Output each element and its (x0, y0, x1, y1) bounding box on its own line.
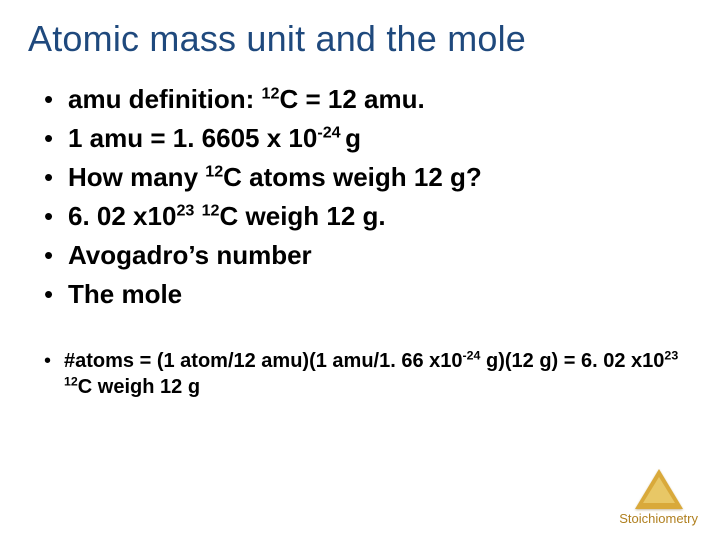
bullet-text: C atoms weigh 12 g? (223, 162, 482, 192)
bullet-text: 6. 02 x10 (68, 201, 176, 231)
superscript: 23 (176, 201, 194, 219)
superscript: -24 (317, 123, 345, 141)
bullet-text: C weigh 12 g. (220, 201, 386, 231)
bullet-text: C weigh 12 g (78, 376, 200, 398)
bullet-text: Avogadro’s number (68, 240, 312, 270)
bullet-text: C = 12 amu. (279, 84, 424, 114)
bullet-text: 1 amu = 1. 6605 x 10 (68, 123, 317, 153)
bullet-text: g (345, 123, 361, 153)
superscript: 12 (64, 374, 78, 388)
slide-title: Atomic mass unit and the mole (28, 18, 692, 60)
bullet-text (194, 201, 201, 231)
bullet-item: The mole (38, 275, 692, 314)
triangle-icon (635, 469, 683, 509)
bullet-text: How many (68, 162, 205, 192)
footer-label: Stoichiometry (619, 511, 698, 526)
bullet-text: amu definition: (68, 84, 262, 114)
bullet-item: Avogadro’s number (38, 236, 692, 275)
main-bullet-list: amu definition: 12C = 12 amu. 1 amu = 1.… (28, 80, 692, 314)
superscript: 12 (205, 162, 223, 180)
bullet-item: 1 amu = 1. 6605 x 10-24 g (38, 119, 692, 158)
bullet-text: #atoms = (1 atom/12 amu)(1 amu/1. 66 x10 (64, 350, 463, 372)
footer-logo-block: Stoichiometry (619, 469, 698, 526)
sub-bullet-list: #atoms = (1 atom/12 amu)(1 amu/1. 66 x10… (28, 348, 692, 400)
bullet-text: g)(12 g) = 6. 02 x10 (480, 350, 664, 372)
bullet-item: amu definition: 12C = 12 amu. (38, 80, 692, 119)
superscript: 12 (202, 201, 220, 219)
superscript: -24 (463, 348, 481, 362)
superscript: 12 (262, 84, 280, 102)
sub-bullet-item: #atoms = (1 atom/12 amu)(1 amu/1. 66 x10… (38, 348, 692, 400)
bullet-item: 6. 02 x1023 12C weigh 12 g. (38, 197, 692, 236)
bullet-item: How many 12C atoms weigh 12 g? (38, 158, 692, 197)
superscript: 23 (664, 348, 678, 362)
bullet-text: The mole (68, 279, 182, 309)
